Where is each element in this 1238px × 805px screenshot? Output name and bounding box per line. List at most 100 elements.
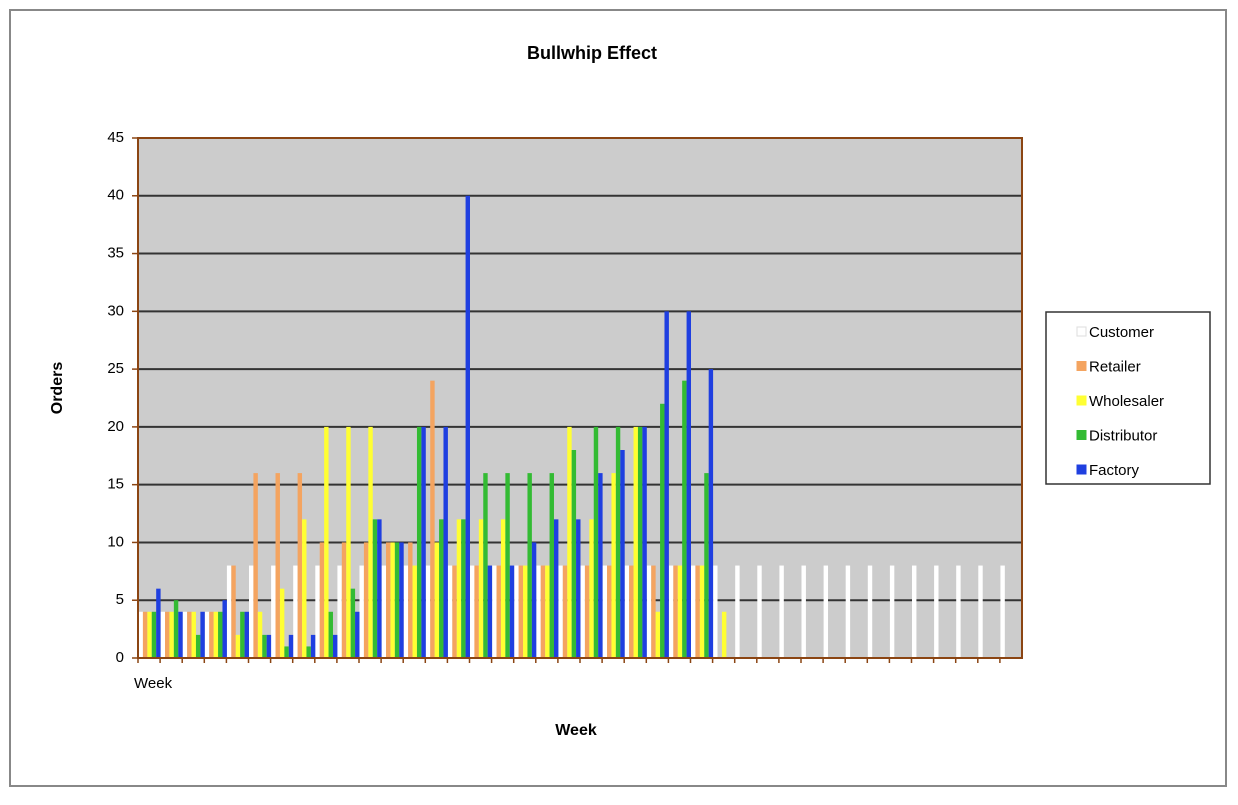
bar	[147, 611, 152, 658]
bar	[465, 195, 470, 658]
bar	[271, 565, 276, 658]
bar	[615, 426, 621, 658]
legend-label: Wholesaler	[1089, 393, 1164, 410]
bar	[266, 634, 272, 658]
bar	[845, 565, 851, 658]
bar	[394, 542, 400, 658]
legend-label: Customer	[1089, 324, 1154, 341]
bar	[138, 611, 143, 658]
bar	[249, 565, 254, 658]
bar	[461, 519, 466, 658]
bar	[708, 369, 714, 658]
y-tick-label: 0	[116, 649, 124, 666]
bar	[279, 588, 285, 658]
bar	[439, 519, 444, 658]
bar	[823, 565, 829, 658]
bar	[523, 565, 528, 658]
y-tick-label: 25	[107, 360, 124, 377]
y-tick-label: 15	[107, 476, 124, 493]
bar	[324, 426, 329, 658]
bar	[231, 565, 236, 658]
bar	[487, 565, 493, 658]
bar	[695, 565, 700, 658]
bar	[319, 542, 325, 658]
bar	[470, 565, 475, 658]
y-tick-label: 20	[107, 418, 124, 435]
bar	[691, 565, 696, 658]
bar	[655, 611, 661, 658]
bar	[434, 542, 440, 658]
legend-swatch	[1076, 361, 1087, 371]
bar	[399, 542, 404, 658]
bar	[549, 473, 554, 658]
bar	[593, 426, 599, 658]
y-tick-label: 5	[116, 591, 124, 608]
y-tick-label: 30	[107, 302, 124, 319]
y-tick-label: 45	[107, 129, 124, 146]
bar	[213, 611, 219, 658]
bar	[1000, 565, 1005, 658]
bar	[660, 403, 665, 658]
bar	[293, 565, 298, 658]
bar	[341, 542, 347, 658]
bar	[478, 519, 484, 658]
bar	[558, 565, 563, 658]
bar	[359, 565, 364, 658]
bar	[169, 611, 174, 658]
bar	[584, 565, 590, 658]
bar	[651, 565, 656, 658]
bar	[178, 611, 183, 658]
bar	[686, 311, 691, 658]
legend	[1045, 311, 1211, 485]
bar	[328, 611, 333, 658]
bar	[386, 542, 391, 658]
bar	[195, 634, 201, 658]
bar	[540, 565, 546, 658]
bar	[275, 473, 280, 658]
chart-title: Bullwhip Effect	[527, 43, 657, 63]
bar	[934, 565, 939, 658]
bar	[363, 542, 369, 658]
legend-swatch	[1076, 326, 1087, 337]
bar	[518, 565, 524, 658]
bar	[598, 473, 603, 658]
bar	[310, 634, 316, 658]
y-tick-label: 35	[107, 245, 124, 262]
bar	[607, 565, 612, 658]
bar	[187, 611, 192, 658]
bar	[514, 565, 519, 658]
bar	[735, 565, 740, 658]
bar	[779, 565, 784, 658]
bar	[492, 565, 497, 658]
bar	[182, 611, 188, 658]
bar	[713, 565, 718, 658]
bar	[253, 473, 258, 658]
bar	[505, 473, 510, 658]
bar	[589, 519, 594, 658]
bar	[531, 542, 537, 658]
bar	[629, 565, 634, 658]
bar	[284, 646, 289, 658]
bar	[306, 646, 311, 658]
bar	[222, 600, 227, 658]
bar	[642, 426, 647, 658]
bar	[567, 426, 572, 658]
bar	[673, 565, 678, 658]
bar	[536, 565, 541, 658]
bar	[637, 426, 643, 658]
bar	[209, 611, 214, 658]
bar	[562, 565, 568, 658]
bar	[416, 426, 422, 658]
bar	[332, 634, 338, 658]
bar	[611, 473, 616, 658]
bar	[377, 519, 382, 658]
bar	[408, 542, 413, 658]
bar	[571, 450, 577, 658]
bar	[620, 450, 625, 658]
bar	[350, 588, 356, 658]
bar	[721, 611, 727, 658]
bar	[412, 565, 417, 658]
y-axis-title: Orders	[49, 362, 66, 415]
bar	[204, 611, 210, 658]
